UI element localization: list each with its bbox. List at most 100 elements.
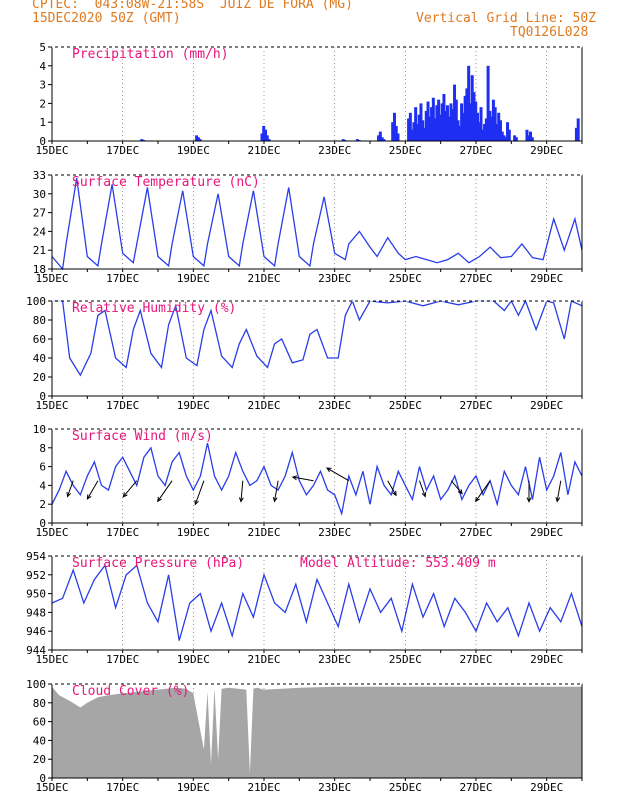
wind-arrow [122,480,138,498]
precip-bar [451,109,455,141]
precip-xtick-label: 25DEC [389,144,422,157]
wind-xtick-label: 19DEC [177,526,210,539]
precip-bar [468,103,472,141]
precip-bar [504,137,508,141]
precip-bar [198,139,202,141]
rh-xtick-label: 15DEC [35,399,68,412]
precip-bar [467,65,471,141]
wind-arrow [273,480,279,502]
wind-arrow [387,480,397,496]
precip-xtick-label: 29DEC [530,144,563,157]
pres-ytick-label: 944 [26,644,46,657]
cloud-ytick-label: 60 [33,716,46,729]
precip-bar [423,127,426,141]
precip-bar [461,112,465,141]
precip-bar [470,75,474,141]
precip-bar [574,127,578,141]
precip-bar [458,125,462,141]
cloud-xtick-label: 27DEC [459,781,492,794]
rh-xtick-label: 19DEC [177,399,210,412]
precip-bar [414,107,418,141]
precip-bar [491,99,495,141]
cloud-ytick-label: 40 [33,734,46,747]
precip-bar [465,88,469,141]
precip-bar [449,103,453,141]
grid-note: Vertical Grid Line: 50Z [416,11,597,26]
precip-bar [454,99,458,141]
precip-bar [493,107,497,141]
cloud-ytick-label: 0 [39,772,46,785]
pres-ytick-label: 954 [26,550,46,563]
rh-ytick-label: 20 [33,371,46,384]
precip-bar [382,139,386,141]
wind-xtick-label: 29DEC [530,526,563,539]
precip-bar [500,131,504,141]
wind-ytick-label: 4 [39,479,46,492]
precip-xtick-label: 19DEC [177,144,210,157]
temp-xtick-label: 29DEC [530,272,563,285]
wind-arrow [418,480,426,497]
precip-xtick-label: 23DEC [318,144,351,157]
pres-xtick-label: 15DEC [35,653,68,666]
precip-bar [490,116,494,141]
rh-ytick-label: 0 [39,390,46,403]
wind-xtick-label: 21DEC [247,526,280,539]
wind-arrow-head [457,489,463,495]
wind-arrow-head [86,494,92,500]
precip-bar [421,120,425,141]
precip-bar [196,137,200,141]
precip-bar [433,118,437,141]
precip-xtick-label: 27DEC [459,144,492,157]
temp-xtick-label: 15DEC [35,272,68,285]
precip-bar [476,112,479,141]
precip-bar [380,137,384,141]
product-code: TQ0126L028 [510,25,589,40]
precip-bar [447,116,451,141]
cloud-xtick-label: 19DEC [177,781,210,794]
wind-arrow-head [555,496,561,503]
precip-bar [267,139,271,141]
pres-xtick-label: 21DEC [247,653,280,666]
precip-bar [456,120,460,141]
precip-bar [481,129,485,141]
rh-xtick-label: 25DEC [389,399,422,412]
temp-ytick-label: 21 [33,244,46,257]
precip-bar [453,84,457,141]
precip-ytick-label: 2 [39,97,46,110]
wind-arrow [475,480,491,502]
temp-xtick-label: 21DEC [247,272,280,285]
temp-ytick-label: 27 [33,207,46,220]
pres-ytick-label: 952 [26,569,46,582]
wind-arrow [66,480,74,497]
wind-arrow-head [157,496,162,503]
wind-arrow-head [122,492,128,498]
rh-xtick-label: 21DEC [247,399,280,412]
precip-bar [410,129,414,141]
wind-arrow-head [475,496,480,503]
temp-xtick-label: 27DEC [459,272,492,285]
wind-arrow [292,476,314,482]
precip-bar [417,114,421,141]
rh-line [52,299,583,377]
cloud-ytick-label: 20 [33,753,46,766]
pres-xtick-label: 29DEC [530,653,563,666]
precip-bar [391,122,395,141]
precip-bar [419,103,423,141]
temp-ytick-label: 24 [33,225,47,238]
cloud-xtick-label: 15DEC [35,781,68,794]
pres-title: Surface Pressure (hPa) [72,556,244,571]
pres-xtick-label: 23DEC [318,653,351,666]
rh-ytick-label: 80 [33,314,46,327]
precip-bar [431,97,435,141]
pres-ytick-label: 948 [26,606,46,619]
precip-bar [195,135,199,141]
precip-bar [530,137,534,141]
precip-bar [498,120,502,141]
precip-ytick-label: 3 [39,79,46,92]
precip-bar [502,135,506,141]
precip-bar [355,139,359,141]
precip-bar [378,131,382,141]
precip-bar [438,114,442,141]
temp-line [51,177,583,271]
temp-xtick-label: 23DEC [318,272,351,285]
